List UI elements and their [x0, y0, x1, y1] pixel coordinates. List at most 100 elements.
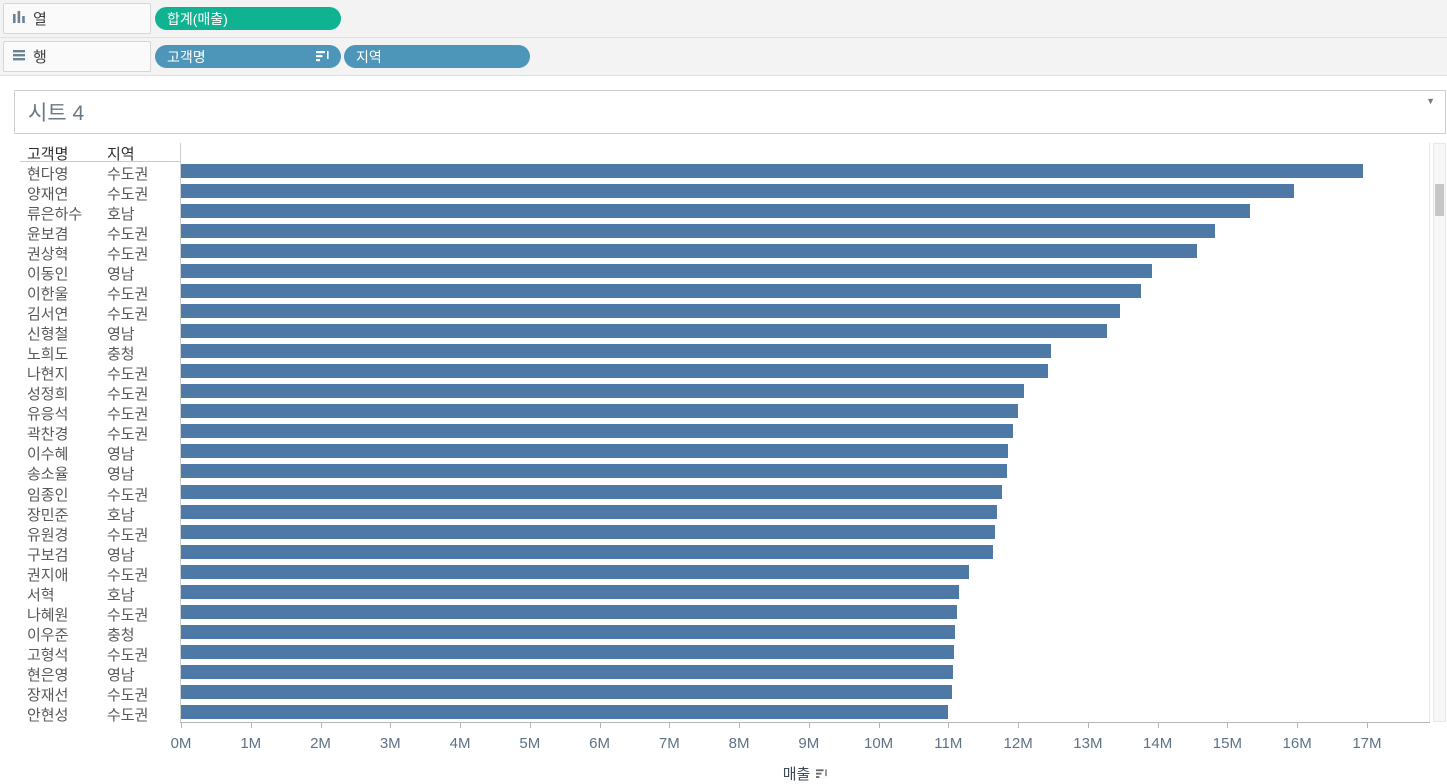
table-row[interactable]: 고형석 수도권	[0, 642, 1447, 664]
axis-sort-descending-icon[interactable]	[816, 768, 827, 779]
sales-bar[interactable]	[181, 564, 970, 579]
column-header-region[interactable]: 지역	[107, 146, 135, 163]
sales-bar[interactable]	[181, 364, 1049, 379]
pill-sum-sales[interactable]: 합계(매출)	[155, 7, 341, 30]
customer-name: 나혜원	[27, 606, 69, 624]
table-row[interactable]: 유원경 수도권	[0, 522, 1447, 544]
sales-bar[interactable]	[181, 404, 1019, 419]
tick-mark	[599, 723, 601, 728]
table-row[interactable]: 송소율 영남	[0, 461, 1447, 484]
table-row[interactable]: 곽찬경 수도권	[0, 421, 1447, 444]
sales-bar[interactable]	[181, 284, 1141, 299]
table-row[interactable]: 노희도 충청	[0, 341, 1447, 363]
sales-bar[interactable]	[181, 184, 1294, 199]
sales-bar[interactable]	[181, 264, 1153, 279]
table-row[interactable]: 이한울 수도권	[0, 281, 1447, 304]
table-row[interactable]: 윤보겸 수도권	[0, 221, 1447, 244]
customer-name: 권지애	[27, 566, 69, 584]
sales-bar[interactable]	[181, 324, 1107, 339]
sales-bar[interactable]	[181, 504, 998, 519]
sales-bar[interactable]	[181, 424, 1014, 439]
scrollbar-thumb[interactable]	[1435, 184, 1444, 216]
table-row[interactable]: 장재선 수도권	[0, 682, 1447, 704]
tick-mark	[1227, 723, 1229, 728]
table-row[interactable]: 나혜원 수도권	[0, 602, 1447, 624]
bar-track	[181, 184, 1429, 199]
sales-bar[interactable]	[181, 544, 993, 559]
sales-bar[interactable]	[181, 224, 1215, 239]
customer-name: 장재선	[27, 686, 69, 704]
sales-bar[interactable]	[181, 624, 956, 639]
table-row[interactable]: 신형철 영남	[0, 321, 1447, 343]
table-row[interactable]: 서혁 호남	[0, 582, 1447, 604]
bar-track	[181, 444, 1429, 459]
columns-shelf-label[interactable]: 열	[3, 3, 151, 34]
table-row[interactable]: 이동인 영남	[0, 261, 1447, 284]
table-row[interactable]: 현다영 수도권	[0, 161, 1447, 183]
bar-track	[181, 384, 1429, 399]
pill-customer-name[interactable]: 고객명	[155, 45, 341, 68]
table-row[interactable]: 구보검 영남	[0, 542, 1447, 564]
x-axis-ticks	[181, 723, 1429, 728]
sales-bar[interactable]	[181, 164, 1364, 178]
column-header-customer[interactable]: 고객명	[27, 146, 69, 163]
rows-shelf-label[interactable]: 행	[3, 41, 151, 72]
sales-bar[interactable]	[181, 444, 1008, 459]
vertical-scrollbar[interactable]	[1433, 143, 1446, 722]
region-label: 영남	[107, 466, 135, 484]
table-row[interactable]: 이수혜 영남	[0, 441, 1447, 463]
sales-bar[interactable]	[181, 464, 1007, 479]
table-row[interactable]: 장민준 호남	[0, 502, 1447, 524]
bar-track	[181, 464, 1429, 479]
title-dropdown-caret[interactable]: ▼	[1426, 96, 1435, 106]
tick-label: 16M	[1282, 735, 1312, 752]
sales-bar[interactable]	[181, 604, 957, 619]
tick-label: 5M	[519, 735, 541, 752]
region-label: 수도권	[107, 426, 149, 444]
sales-bar[interactable]	[181, 644, 954, 659]
x-axis-title[interactable]: 매출	[181, 763, 1429, 784]
table-row[interactable]: 유응석 수도권	[0, 401, 1447, 423]
sales-bar[interactable]	[181, 304, 1120, 319]
region-label: 수도권	[107, 686, 149, 704]
bar-track	[181, 324, 1429, 339]
sales-bar[interactable]	[181, 384, 1024, 399]
sales-bar[interactable]	[181, 244, 1197, 259]
sales-bar[interactable]	[181, 584, 959, 599]
table-row[interactable]: 현은영 영남	[0, 662, 1447, 684]
sales-bar[interactable]	[181, 704, 949, 719]
columns-shelf-content[interactable]: 합계(매출)	[151, 0, 1447, 37]
tick-label: 17M	[1352, 735, 1382, 752]
region-label: 수도권	[107, 286, 149, 304]
bar-track	[181, 304, 1429, 319]
table-row[interactable]: 권지애 수도권	[0, 562, 1447, 584]
table-row[interactable]: 이우준 충청	[0, 622, 1447, 644]
rows-shelf-content[interactable]: 고객명 지역	[151, 38, 1447, 75]
sales-bar[interactable]	[181, 484, 1003, 499]
table-row[interactable]: 양재연 수도권	[0, 181, 1447, 203]
table-row[interactable]: 류은하수 호남	[0, 201, 1447, 223]
tick-label: 7M	[658, 735, 680, 752]
sales-bar[interactable]	[181, 524, 996, 539]
sales-bar[interactable]	[181, 684, 952, 699]
customer-name: 윤보겸	[27, 226, 69, 244]
customer-name: 이동인	[27, 266, 69, 284]
table-row[interactable]: 성정희 수도권	[0, 381, 1447, 403]
bar-track	[181, 524, 1429, 539]
table-row[interactable]: 김서연 수도권	[0, 301, 1447, 323]
sort-descending-icon[interactable]	[316, 51, 329, 62]
tick-label: 6M	[589, 735, 610, 752]
rows-shelf-text: 행	[33, 49, 47, 66]
pill-region[interactable]: 지역	[344, 45, 530, 68]
bar-track	[181, 484, 1429, 499]
sales-bar[interactable]	[181, 204, 1250, 219]
table-row[interactable]: 임종인 수도권	[0, 482, 1447, 504]
region-label: 영남	[107, 266, 135, 284]
table-row[interactable]: 나현지 수도권	[0, 361, 1447, 383]
sales-bar[interactable]	[181, 664, 954, 679]
table-row[interactable]: 안현성 수도권	[0, 702, 1447, 722]
bar-track	[181, 164, 1429, 178]
table-row[interactable]: 권상혁 수도권	[0, 241, 1447, 263]
region-label: 수도권	[107, 486, 149, 504]
sales-bar[interactable]	[181, 344, 1051, 359]
